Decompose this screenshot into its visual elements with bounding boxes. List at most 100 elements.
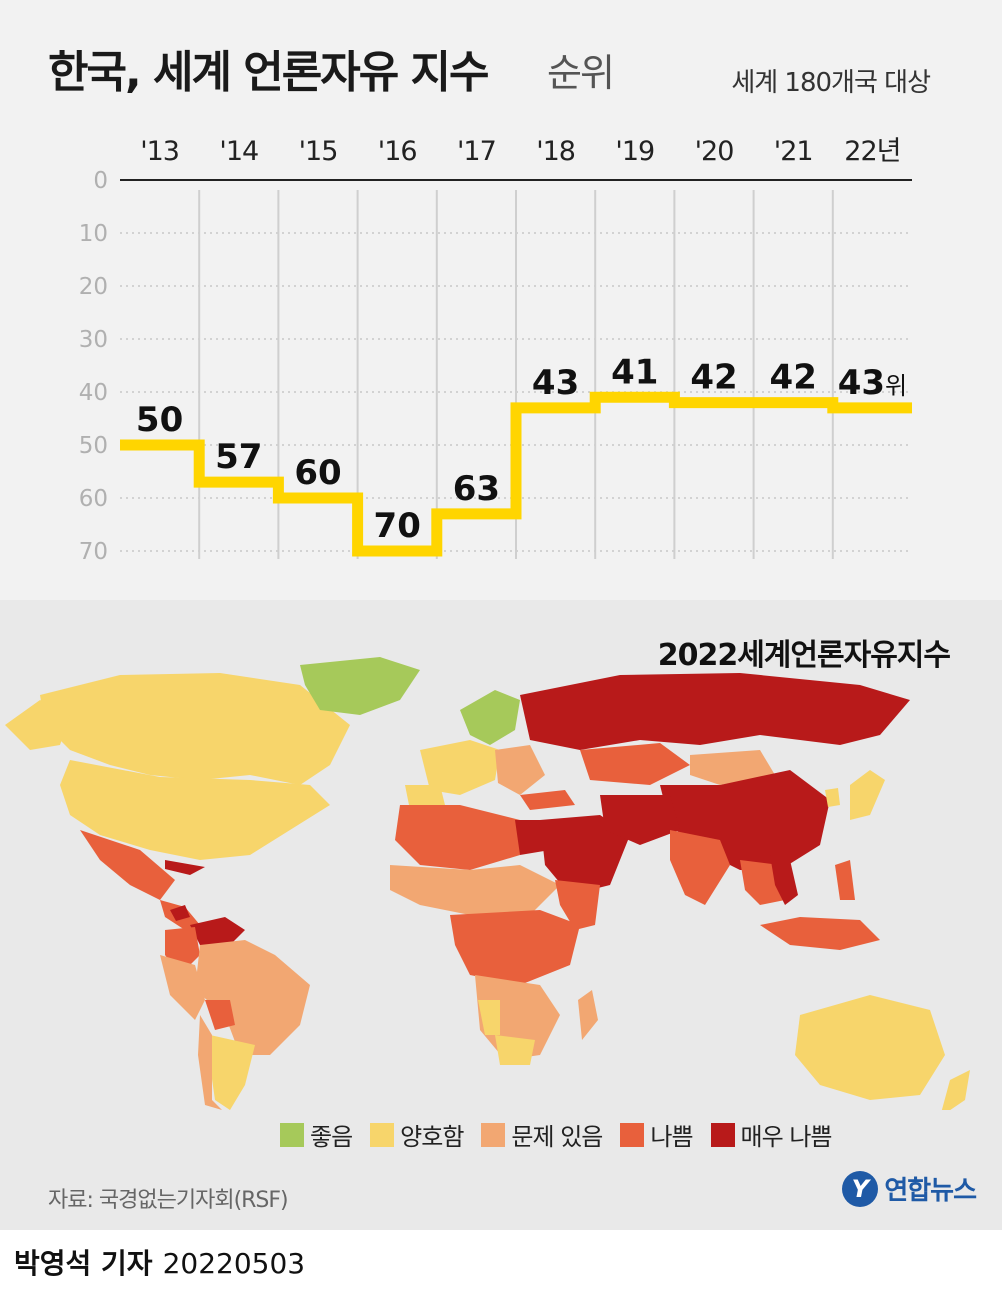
- map-legend: 좋음 양호함 문제 있음 나쁨 매우 나쁨: [280, 1117, 832, 1152]
- map-central-africa: [450, 910, 580, 985]
- y-tick-label: 0: [93, 168, 108, 194]
- map-madagascar: [578, 990, 598, 1040]
- y-tick-label: 30: [79, 327, 108, 353]
- byline: 박영석 기자 20220503: [14, 1242, 305, 1282]
- map-bolivia: [205, 1000, 235, 1030]
- map-kazakhstan: [580, 743, 690, 785]
- y-tick-label: 10: [79, 221, 108, 247]
- x-tick-label: 22년: [844, 136, 900, 167]
- y-tick-labels: 0 10 20 30 40 50 60 70: [79, 168, 108, 565]
- x-tick-label: '14: [219, 136, 258, 167]
- legend-label: 양호함: [400, 1123, 464, 1151]
- world-map: [5, 657, 970, 1110]
- map-greenland: [300, 657, 420, 715]
- data-labels: 50 57 60 70 63 43 41 42 42 43위: [136, 352, 907, 546]
- data-label: 43: [532, 363, 579, 403]
- map-indonesia: [760, 917, 880, 950]
- map-turkey: [520, 790, 575, 810]
- legend-label: 나쁨: [650, 1123, 693, 1151]
- x-tick-label: '15: [299, 136, 338, 167]
- map-korea: [825, 788, 840, 807]
- legend-swatch: [370, 1122, 395, 1147]
- map-chile: [198, 1015, 222, 1110]
- map-japan: [850, 770, 885, 820]
- legend-item-good: 좋음: [280, 1117, 353, 1152]
- scope-note: 세계 180개국 대상: [731, 68, 931, 98]
- y-tick-label: 40: [79, 380, 108, 406]
- data-label: 42: [690, 358, 737, 398]
- map-canada: [40, 673, 350, 785]
- legend-swatch: [620, 1122, 645, 1147]
- map-brazil: [195, 940, 310, 1055]
- legend-item-difficult: 나쁨: [620, 1117, 694, 1152]
- data-label: 43위: [838, 363, 907, 403]
- legend-swatch: [481, 1122, 506, 1147]
- byline-name: 박영석 기자: [14, 1247, 153, 1280]
- legend-swatch: [280, 1122, 304, 1147]
- x-tick-label: '17: [457, 136, 496, 167]
- map-nicaragua: [170, 905, 190, 921]
- chart-title: 한국, 세계 언론자유 지수: [48, 47, 489, 98]
- map-egypt: [515, 820, 550, 855]
- map-new-zealand: [941, 1070, 970, 1110]
- legend-label: 매우 나쁨: [740, 1123, 833, 1151]
- map-mexico: [80, 830, 175, 900]
- x-tick-label: '18: [536, 136, 575, 167]
- rank-step-chart: 0 10 20 30 40 50 60 70 '13 '14 '15 '16 '17 '18 '19 '20…: [79, 136, 912, 565]
- map-mongolia: [690, 750, 775, 785]
- byline-date: 20220503: [162, 1247, 306, 1280]
- y-tick-label: 50: [79, 433, 108, 459]
- chart-title-suffix: 순위: [547, 51, 615, 95]
- map-title: 2022세계언론자유지수: [657, 638, 951, 673]
- yonhap-logo: Y 연합뉴스: [842, 1170, 977, 1207]
- data-label: 50: [136, 400, 183, 440]
- y-tick-label: 20: [79, 274, 108, 300]
- map-alaska: [5, 700, 70, 750]
- map-argentina: [210, 1035, 255, 1110]
- yonhap-logo-icon: Y: [842, 1170, 879, 1207]
- map-south-africa: [495, 1035, 535, 1065]
- legend-item-very-serious: 매우 나쁨: [710, 1117, 833, 1152]
- map-iran-afghan: [600, 795, 680, 845]
- rank-series-line: [120, 391, 912, 557]
- legend-label: 좋음: [310, 1123, 353, 1151]
- map-usa: [60, 760, 330, 860]
- x-tick-label: '16: [378, 136, 417, 167]
- legend-label: 문제 있음: [511, 1123, 603, 1151]
- yonhap-logo-text: 연합뉴스: [884, 1176, 977, 1206]
- map-india: [670, 830, 730, 905]
- x-tick-label: '19: [615, 136, 654, 167]
- map-australia: [795, 995, 945, 1100]
- x-tick-label: '20: [695, 136, 734, 167]
- map-vietnam: [770, 855, 798, 905]
- chart-panel: [0, 0, 1002, 600]
- map-north-africa: [395, 805, 520, 870]
- map-eastern-europe: [495, 745, 545, 795]
- data-label: 57: [215, 437, 262, 477]
- map-middle-east: [540, 815, 630, 895]
- data-label: 63: [453, 469, 500, 509]
- y-tick-label: 70: [79, 539, 108, 565]
- data-label: 42: [770, 358, 817, 398]
- map-scandinavia: [460, 690, 520, 745]
- map-sahel: [390, 865, 560, 915]
- data-label: 60: [294, 453, 341, 493]
- grid-layer: [120, 179, 912, 559]
- y-tick-label: 60: [79, 486, 108, 512]
- data-label: 41: [611, 352, 658, 392]
- map-russia: [520, 673, 910, 750]
- legend-swatch: [710, 1122, 735, 1147]
- legend-item-problematic: 문제 있음: [481, 1117, 603, 1152]
- map-iberia: [405, 785, 445, 810]
- source-note: 자료: 국경없는기자회(RSF): [48, 1188, 289, 1213]
- map-philippines: [835, 860, 855, 900]
- x-tick-label: '21: [774, 136, 813, 167]
- map-cuba: [165, 860, 205, 875]
- map-namibia: [478, 1000, 500, 1035]
- rank-unit: 위: [885, 372, 907, 400]
- map-east-africa: [555, 880, 600, 930]
- legend-item-satisfactory: 양호함: [370, 1117, 464, 1152]
- data-label: 70: [374, 506, 421, 546]
- map-western-europe: [420, 740, 500, 795]
- x-tick-label: '13: [140, 136, 179, 167]
